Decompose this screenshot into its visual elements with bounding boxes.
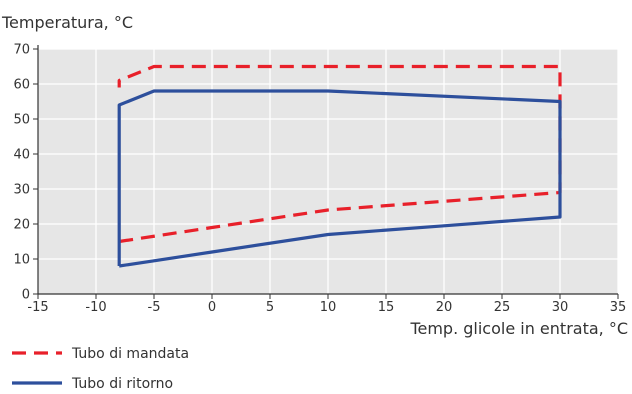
series-line-1 xyxy=(117,89,562,268)
x-tick-label-20: 20 xyxy=(436,300,453,315)
x-tick-label--15: -15 xyxy=(27,300,48,315)
legend-label-ritorno: Tubo di ritorno xyxy=(71,376,173,392)
x-tick-label-0: 0 xyxy=(208,300,216,315)
y-tick-label-30: 30 xyxy=(13,183,30,198)
y-tick-label-70: 70 xyxy=(13,43,30,58)
axes: 0 10 20 30 40 50 60 70 -15 -10 -5 0 5 10 15 20 25 30 35 xyxy=(13,43,626,316)
x-tick-label-5: 5 xyxy=(266,300,274,315)
x-tick-label-25: 25 xyxy=(494,300,511,315)
x-tick-label-10: 10 xyxy=(320,300,337,315)
y-tick-label-20: 20 xyxy=(13,218,30,233)
legend: Tubo di mandata Tubo di ritorno xyxy=(12,346,189,392)
y-tick-label-10: 10 xyxy=(13,253,30,268)
y-tick-label-50: 50 xyxy=(13,113,30,128)
series xyxy=(117,64,562,268)
x-tick-label--5: -5 xyxy=(148,300,161,315)
x-tick-label-30: 30 xyxy=(552,300,569,315)
y-tick-label-0: 0 xyxy=(22,288,30,303)
legend-label-mandata: Tubo di mandata xyxy=(71,346,189,362)
y-tick-label-40: 40 xyxy=(13,148,30,163)
x-tick-label-15: 15 xyxy=(378,300,395,315)
x-tick-label-35: 35 xyxy=(610,300,627,315)
x-tick-label--10: -10 xyxy=(85,300,106,315)
y-tick-label-60: 60 xyxy=(13,78,30,93)
y-axis-title: Temperatura, °C xyxy=(1,13,133,32)
x-axis-title: Temp. glicole in entrata, °C xyxy=(409,319,628,338)
